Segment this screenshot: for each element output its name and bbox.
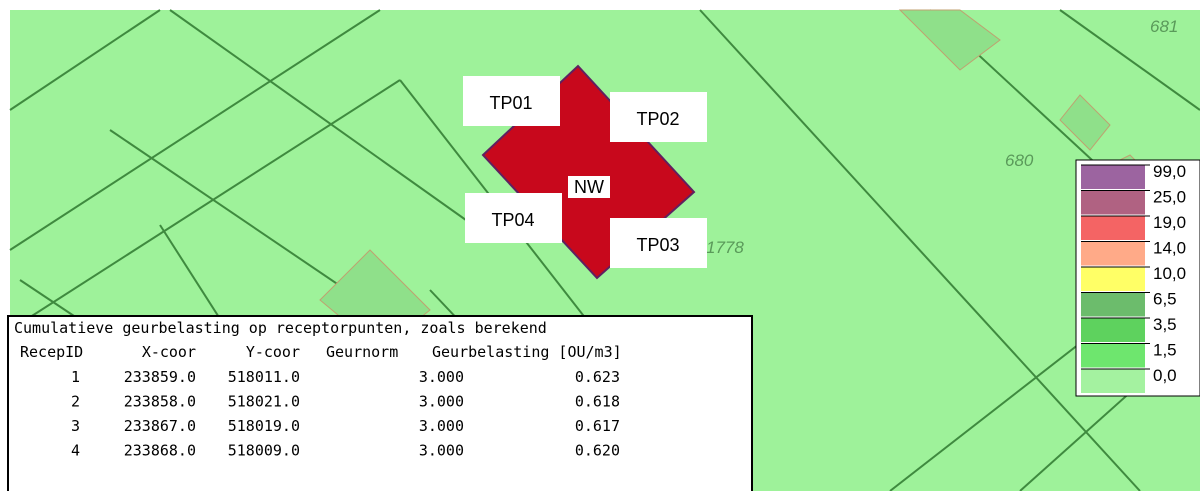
table-cell: 0.618 xyxy=(575,393,620,411)
table-cell: 3.000 xyxy=(419,368,464,386)
legend-label: 1,5 xyxy=(1153,341,1177,360)
table-title: Cumulatieve geurbelasting op receptorpun… xyxy=(14,319,547,337)
source-label-box xyxy=(568,176,610,198)
table-cell: 518011.0 xyxy=(228,368,300,386)
table-header: Geurnorm xyxy=(326,343,398,361)
table-header: Y-coor xyxy=(246,343,300,361)
point-label-box xyxy=(463,76,560,126)
result-table xyxy=(7,315,753,491)
legend-swatch xyxy=(1081,267,1145,291)
table-cell: 233858.0 xyxy=(124,393,196,411)
table-cell: 0.620 xyxy=(575,442,620,460)
table-header: Geurbelasting [OU/m3] xyxy=(432,343,622,361)
legend-label: 14,0 xyxy=(1153,239,1186,258)
legend-swatch xyxy=(1081,216,1145,240)
table-cell: 3 xyxy=(71,417,80,435)
table-cell: 3.000 xyxy=(419,417,464,435)
table-cell: 518019.0 xyxy=(228,417,300,435)
point-label-box xyxy=(610,92,707,142)
legend-swatch xyxy=(1081,241,1145,266)
legend-swatch xyxy=(1081,292,1145,317)
legend-label: 3,5 xyxy=(1153,315,1177,334)
table-cell: 4 xyxy=(71,442,80,460)
point-label-box xyxy=(610,218,707,268)
point-label: TP02 xyxy=(636,109,679,129)
table-cell: 3.000 xyxy=(419,393,464,411)
point-label: TP01 xyxy=(489,93,532,113)
legend-swatch xyxy=(1081,190,1145,215)
legend-label: 19,0 xyxy=(1153,213,1186,232)
table-cell: 233867.0 xyxy=(124,417,196,435)
parcel-number: 1778 xyxy=(706,238,744,257)
table-cell: 0.623 xyxy=(575,368,620,386)
table-cell: 518009.0 xyxy=(228,442,300,460)
legend-label: 6,5 xyxy=(1153,290,1177,309)
point-label: TP03 xyxy=(636,235,679,255)
table-cell: 1 xyxy=(71,368,80,386)
table-header: RecepID xyxy=(20,343,83,361)
legend-swatch xyxy=(1081,318,1145,342)
table-cell: 3.000 xyxy=(419,442,464,460)
legend-label: 99,0 xyxy=(1153,162,1186,181)
legend-swatch xyxy=(1081,165,1145,189)
legend-swatch xyxy=(1081,369,1145,393)
table-cell: 0.617 xyxy=(575,417,620,435)
legend-label: 25,0 xyxy=(1153,188,1186,207)
table-header: X-coor xyxy=(142,343,196,361)
parcel-number: 680 xyxy=(1005,151,1034,170)
legend-label: 0,0 xyxy=(1153,366,1177,385)
point-label-box xyxy=(465,193,562,243)
table-cell: 233868.0 xyxy=(124,442,196,460)
legend-label: 10,0 xyxy=(1153,264,1186,283)
point-label: TP04 xyxy=(491,210,534,230)
source-label: NW xyxy=(574,177,604,197)
parcel-number: 681 xyxy=(1150,17,1178,36)
table-cell: 518021.0 xyxy=(228,393,300,411)
table-cell: 2 xyxy=(71,393,80,411)
table-cell: 233859.0 xyxy=(124,368,196,386)
legend-swatch xyxy=(1081,343,1145,368)
